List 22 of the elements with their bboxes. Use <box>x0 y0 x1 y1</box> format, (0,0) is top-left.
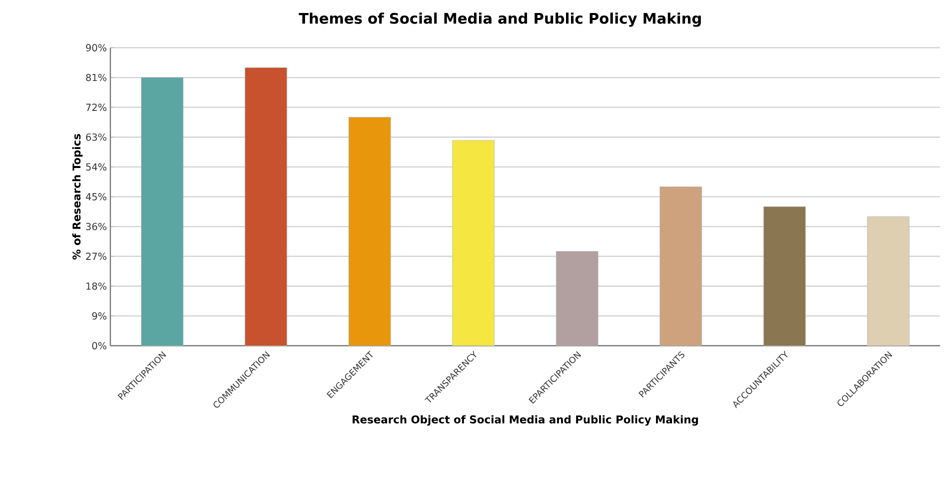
x-axis-title: Research Object of Social Media and Public Policy Making <box>352 415 698 426</box>
bar <box>763 206 806 346</box>
bar <box>660 186 702 346</box>
bar <box>867 216 910 346</box>
bar <box>348 117 391 346</box>
bar <box>452 140 495 346</box>
bar <box>556 251 598 346</box>
y-tick-label: 81% <box>86 74 106 82</box>
y-axis-title: % of Research Topics <box>72 134 83 260</box>
y-tick-label: 0% <box>92 342 106 350</box>
y-tick-label: 63% <box>86 134 106 141</box>
bar <box>244 68 288 346</box>
bar <box>141 77 184 346</box>
y-tick-label: 27% <box>86 252 106 260</box>
chart-title: Themes of Social Media and Public Policy Making <box>298 12 701 27</box>
y-tick-label: 45% <box>86 193 106 200</box>
y-tick-label: 18% <box>86 282 106 290</box>
y-tick-label: 90% <box>86 44 106 52</box>
y-tick-label: 54% <box>86 163 106 171</box>
y-tick-label: 72% <box>86 104 106 112</box>
y-tick-label: 36% <box>86 222 106 230</box>
y-tick-label: 9% <box>92 312 106 320</box>
